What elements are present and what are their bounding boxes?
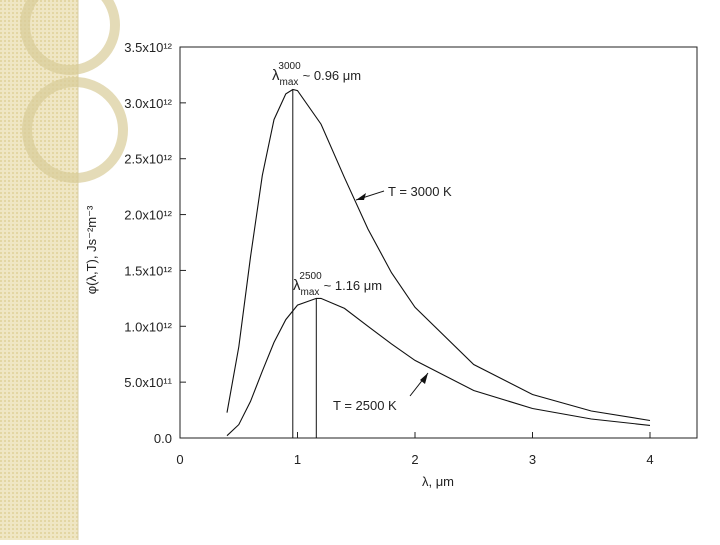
legend-label: T = 2500 K xyxy=(333,398,397,413)
annotation-symbol: λ xyxy=(293,277,301,294)
legend-label: T = 3000 K xyxy=(388,184,452,199)
annotation-sub: max xyxy=(280,77,299,88)
annotation: λmax 3000~ 0.96 μm xyxy=(272,61,361,88)
x-tick-label: 3 xyxy=(529,452,536,467)
annotation-sup: 2500 xyxy=(299,271,322,282)
curve xyxy=(226,297,651,437)
y-tick-label: 2.0x10¹² xyxy=(124,208,172,223)
side-circle xyxy=(22,77,128,183)
annotation: λmax 2500~ 1.16 μm xyxy=(293,271,382,298)
x-tick-label: 4 xyxy=(646,452,653,467)
curve xyxy=(226,88,651,422)
side-circle xyxy=(20,0,120,75)
plot-frame xyxy=(179,46,698,439)
y-tick-label: 3.0x10¹² xyxy=(124,96,172,111)
annotation-sup: 3000 xyxy=(278,61,301,72)
x-tick-label: 1 xyxy=(294,452,301,467)
x-axis-label: λ, μm xyxy=(422,474,454,489)
annotation-text: ~ 1.16 μm xyxy=(324,278,382,293)
y-tick-label: 1.5x10¹² xyxy=(124,263,172,278)
y-tick-label: 3.5x10¹² xyxy=(124,40,172,55)
x-tick-label: 2 xyxy=(411,452,418,467)
side-decoration xyxy=(0,0,78,540)
annotation-sub: max xyxy=(301,287,320,298)
y-tick-label: 1.0x10¹² xyxy=(124,319,172,334)
arrow-head xyxy=(420,373,428,384)
y-axis-label: φ(λ,T), Js⁻²m⁻³ xyxy=(84,205,99,294)
annotation-text: ~ 0.96 μm xyxy=(303,68,361,83)
x-tick-label: 0 xyxy=(176,452,183,467)
annotation-symbol: λ xyxy=(272,67,280,84)
y-tick-label: 2.5x10¹² xyxy=(124,152,172,167)
y-tick-label: 5.0x10¹¹ xyxy=(124,375,172,390)
arrow-head xyxy=(356,193,366,200)
y-tick-label: 0.0 xyxy=(154,431,172,446)
